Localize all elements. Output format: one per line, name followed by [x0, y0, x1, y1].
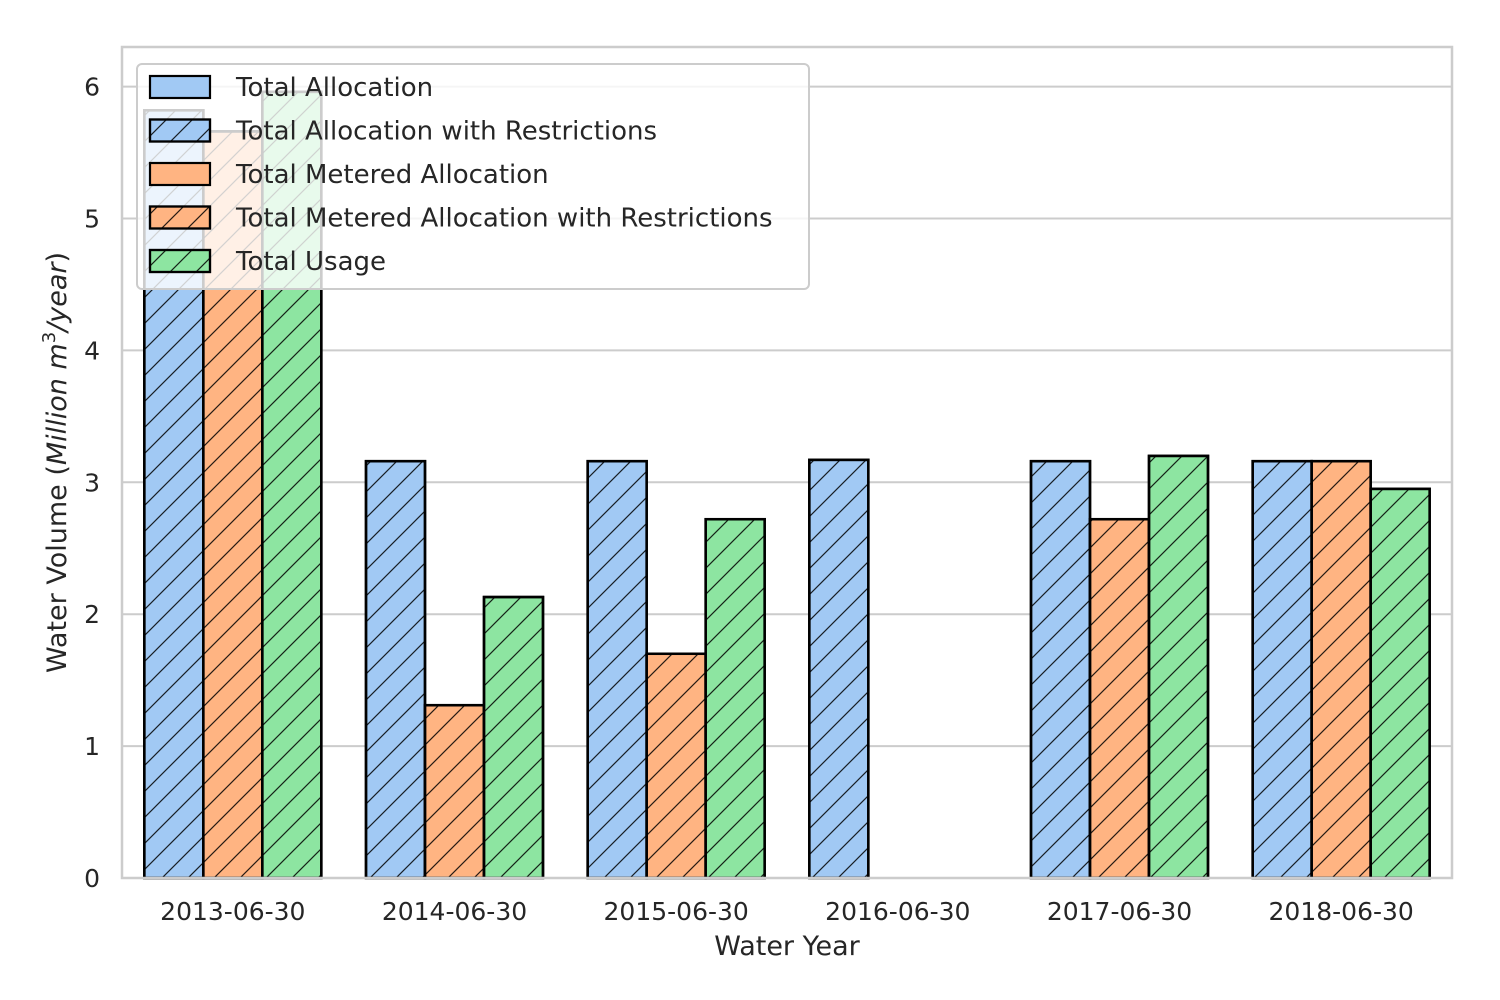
legend-label: Total Usage — [235, 247, 386, 277]
bar-hatch — [1088, 517, 1151, 880]
bar-hatch — [1147, 454, 1210, 880]
legend-frame — [136, 63, 810, 290]
x-tick-label: 2014-06-30 — [382, 897, 527, 926]
x-tick-label: 2017-06-30 — [1047, 897, 1192, 926]
bar-hatch — [808, 458, 870, 880]
y-tick-label: 5 — [84, 204, 100, 233]
bar-hatch — [704, 517, 766, 880]
x-tick-label: 2013-06-30 — [160, 897, 305, 926]
y-tick-label: 0 — [84, 864, 100, 893]
y-axis-title-unit-tail: /year — [42, 261, 73, 334]
legend-swatch — [148, 74, 212, 100]
bar-hatch — [482, 595, 545, 880]
y-tick-label: 2 — [84, 600, 100, 629]
y-tick-label: 4 — [84, 336, 100, 365]
bar-hatch — [364, 459, 427, 880]
y-axis-title: Water Volume (Million m3/year) — [39, 252, 73, 673]
x-tick-label: 2016-06-30 — [825, 897, 970, 926]
bar-hatch — [1369, 487, 1431, 880]
legend-swatch-hatch — [148, 248, 212, 274]
legend: Total Allocation Total Allocation with Re… — [136, 63, 810, 290]
y-axis-title-prefix: Water Volume ( — [42, 465, 73, 673]
y-axis-title-unit: Million m — [42, 343, 73, 465]
y-tick-label: 1 — [84, 732, 100, 761]
plot-frame — [120, 45, 1454, 880]
x-tick-label: 2018-06-30 — [1269, 897, 1414, 926]
y-axis-title-superscript: 3 — [39, 332, 60, 343]
x-tick-label: 2015-06-30 — [604, 897, 749, 926]
legend-label: Total Allocation — [235, 73, 433, 103]
legend-swatch — [148, 161, 212, 187]
legend-label: Total Allocation with Restrictions — [235, 117, 657, 147]
legend-label: Total Metered Allocation — [235, 160, 549, 190]
y-tick-label: 3 — [84, 468, 100, 497]
bar-hatch — [1310, 459, 1372, 880]
bar-hatch — [1251, 459, 1313, 880]
legend-swatch-hatch — [148, 205, 212, 230]
legend-swatch-hatch — [148, 118, 212, 143]
bar-hatch — [423, 703, 486, 880]
y-tick-label: 6 — [84, 73, 100, 102]
bar-hatch — [586, 459, 648, 880]
x-axis-ticks: 2013-06-30 2014-06-30 2015-06-30 2016-06-30… — [160, 897, 1414, 926]
bar-hatch — [645, 652, 707, 880]
y-axis-title-suffix: ) — [42, 252, 73, 263]
bar-hatch — [1029, 459, 1092, 880]
y-axis-ticks: 0 1 2 3 4 5 6 — [84, 73, 100, 893]
x-axis-title: Water Year — [714, 931, 860, 962]
legend-label: Total Metered Allocation with Restrictio… — [235, 204, 773, 234]
